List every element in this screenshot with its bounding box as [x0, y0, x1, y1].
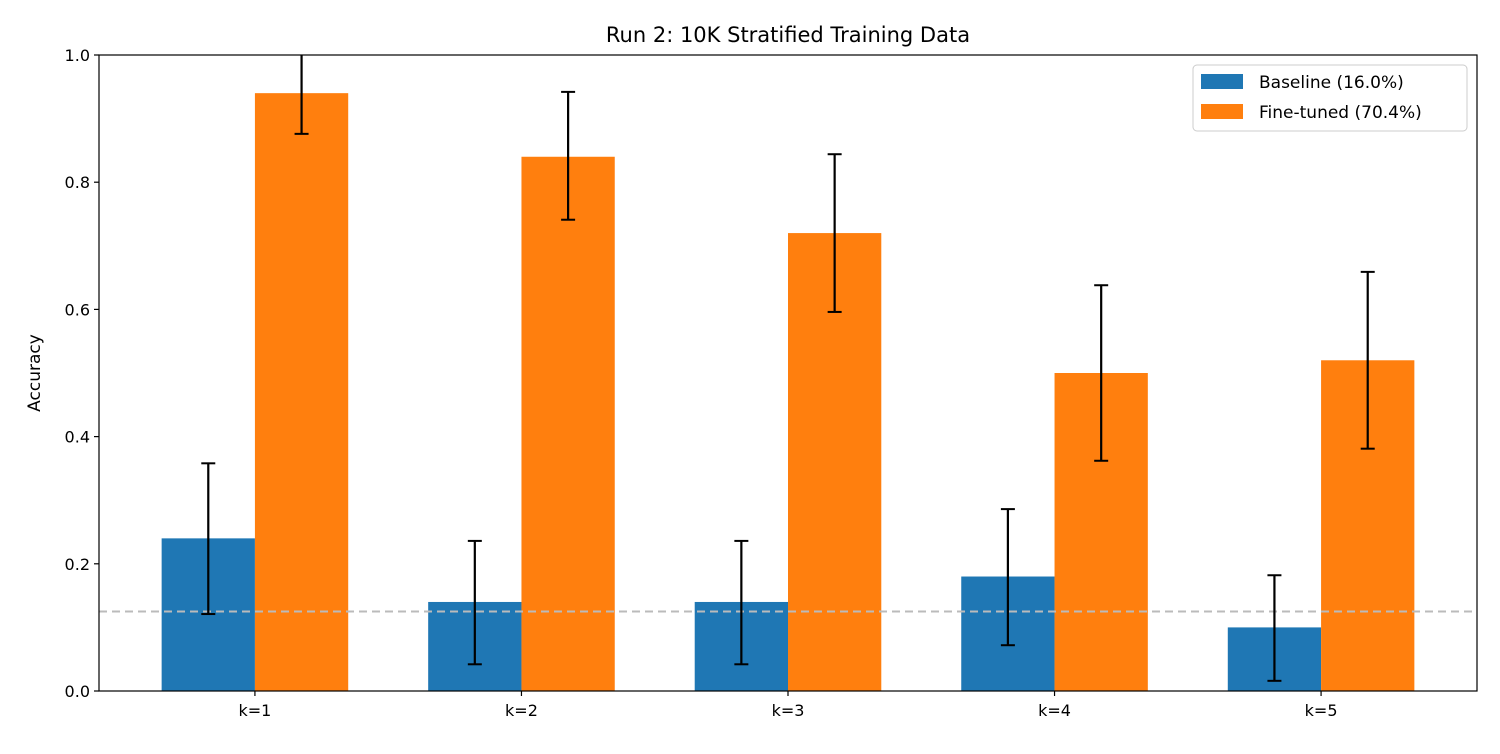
legend-swatch — [1201, 74, 1243, 89]
x-tick-label: k=3 — [772, 701, 805, 720]
x-tick-label: k=2 — [505, 701, 538, 720]
x-tick-label: k=4 — [1038, 701, 1071, 720]
x-tick-label: k=5 — [1305, 701, 1338, 720]
legend-label: Fine-tuned (70.4%) — [1259, 103, 1422, 123]
error-bar-fine-tuned-k=4 — [1094, 284, 1109, 462]
chart-title: Run 2: 10K Stratified Training Data — [606, 23, 970, 47]
error-bar-baseline-k=1 — [201, 462, 216, 616]
legend-swatch — [1201, 104, 1243, 119]
error-bar-baseline-k=3 — [734, 539, 749, 666]
y-tick-label: 0.0 — [65, 682, 90, 701]
error-bar-baseline-k=4 — [1000, 508, 1015, 647]
error-bar-baseline-k=5 — [1267, 574, 1282, 682]
error-bar-fine-tuned-k=2 — [561, 90, 576, 221]
legend: Baseline (16.0%) Fine-tuned (70.4%) — [1192, 64, 1468, 132]
x-tick-label: k=1 — [238, 701, 271, 720]
error-bar-fine-tuned-k=5 — [1360, 270, 1375, 450]
y-tick-label: 0.2 — [65, 555, 90, 574]
y-tick-label: 1.0 — [65, 46, 90, 65]
y-tick-label: 0.4 — [65, 428, 90, 447]
y-axis-label: Accuracy — [25, 334, 45, 412]
y-tick-label: 0.8 — [65, 173, 90, 192]
error-bar-fine-tuned-k=1 — [294, 55, 309, 135]
y-tick-label: 0.6 — [65, 300, 90, 319]
bar-fine-tuned-k=2 — [521, 156, 615, 691]
error-bar-fine-tuned-k=3 — [827, 153, 842, 313]
legend-box — [1192, 64, 1468, 132]
error-bar-baseline-k=2 — [467, 539, 482, 666]
plot-frame — [98, 54, 1478, 692]
bar-fine-tuned-k=1 — [254, 93, 349, 691]
legend-label: Baseline (16.0%) — [1259, 73, 1404, 93]
